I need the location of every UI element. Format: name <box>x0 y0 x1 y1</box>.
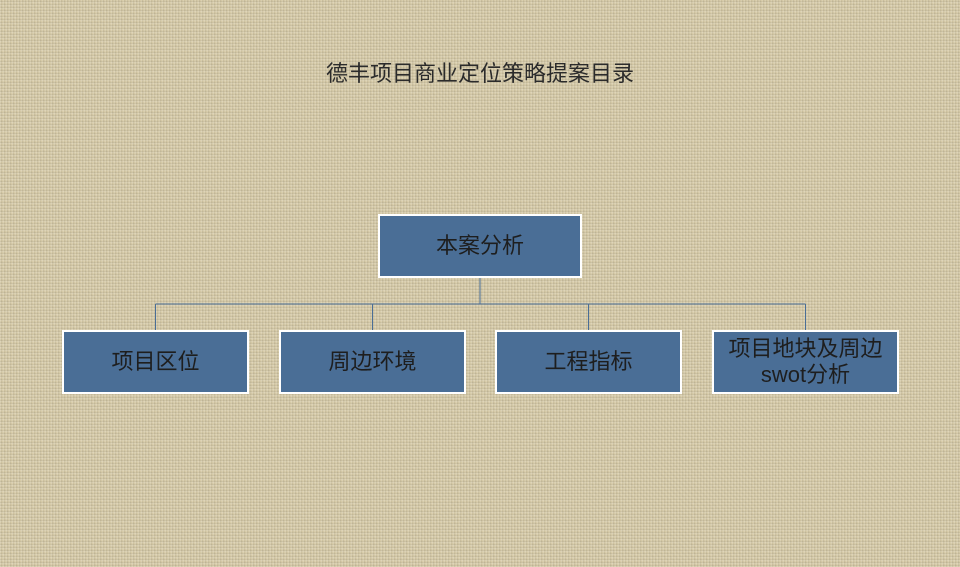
tree-child-node-1: 项目区位 <box>62 330 249 394</box>
tree-child-node-4: 项目地块及周边swot分析 <box>712 330 899 394</box>
tree-child-node-2: 周边环境 <box>279 330 466 394</box>
tree-root-node: 本案分析 <box>378 214 582 278</box>
tree-child-node-3: 工程指标 <box>495 330 682 394</box>
slide-canvas: 德丰项目商业定位策略提案目录 本案分析项目区位周边环境工程指标项目地块及周边sw… <box>0 0 960 567</box>
slide-title: 德丰项目商业定位策略提案目录 <box>0 56 960 88</box>
